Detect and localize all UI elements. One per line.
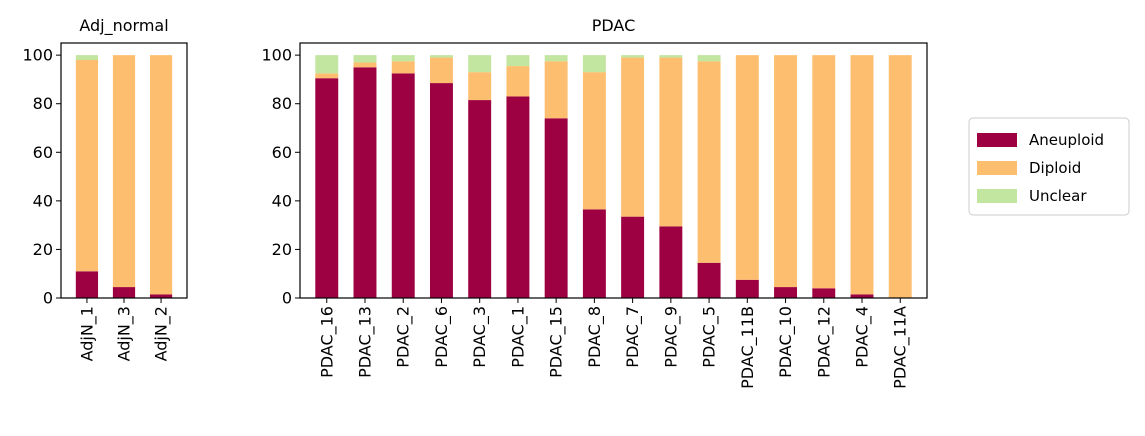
bar-pdac-5-aneuploid bbox=[697, 262, 721, 298]
y-tick-label-60: 60 bbox=[272, 143, 292, 162]
x-tick-label-pdac-9: PDAC_9 bbox=[661, 306, 681, 368]
bar-pdac-16-diploid bbox=[315, 73, 339, 79]
bar-pdac-7-unclear bbox=[621, 55, 645, 58]
bar-pdac-3-unclear bbox=[468, 55, 492, 73]
bar-pdac-11b-diploid bbox=[735, 55, 759, 280]
bar-pdac-1-aneuploid bbox=[506, 96, 530, 299]
adj-normal-panel: AdjN_1 AdjN_3 AdjN_2 0 20 40 60 80 100 Adj_normal bbox=[22, 16, 188, 361]
bar-adjn-2-aneuploid bbox=[149, 294, 173, 298]
x-tick-label-pdac-10: PDAC_10 bbox=[776, 306, 796, 378]
bar-pdac-3-aneuploid bbox=[468, 100, 492, 298]
axes-frame bbox=[60, 42, 188, 299]
x-tick-label-pdac-11a: PDAC_11A bbox=[891, 306, 911, 389]
bar-pdac-6-aneuploid bbox=[429, 83, 453, 298]
bar-pdac-12-diploid bbox=[812, 55, 836, 289]
x-tick-label-pdac-4: PDAC_4 bbox=[853, 306, 873, 368]
bar-pdac-15-unclear bbox=[544, 55, 568, 62]
x-tick-label-pdac-16: PDAC_16 bbox=[317, 306, 337, 378]
y-tick-label-60: 60 bbox=[33, 143, 53, 162]
bar-pdac-15-aneuploid bbox=[544, 118, 568, 298]
legend-label-unclear: Unclear bbox=[1029, 187, 1087, 205]
y-tick-label-40: 40 bbox=[33, 191, 53, 210]
x-tick-label-pdac-5: PDAC_5 bbox=[700, 306, 720, 368]
bar-pdac-2-unclear bbox=[391, 55, 415, 62]
y-tick-label-80: 80 bbox=[272, 94, 292, 113]
x-tick-label-adjn-3: AdjN_3 bbox=[115, 306, 135, 361]
bar-pdac-13-unclear bbox=[353, 55, 377, 63]
bar-pdac-16-unclear bbox=[315, 55, 339, 74]
chart-title: PDAC bbox=[592, 16, 636, 35]
legend-swatch-unclear bbox=[977, 189, 1017, 203]
legend-swatch-aneuploid bbox=[977, 133, 1017, 147]
bar-adjn-3-aneuploid bbox=[112, 287, 136, 298]
bar-pdac-11b-aneuploid bbox=[735, 279, 759, 298]
bar-pdac-1-diploid bbox=[506, 66, 530, 97]
x-tick-label-pdac-11b: PDAC_11B bbox=[738, 306, 758, 389]
chart-title: Adj_normal bbox=[79, 16, 168, 36]
bar-pdac-6-diploid bbox=[429, 57, 453, 84]
bar-pdac-13-aneuploid bbox=[353, 67, 377, 298]
bar-pdac-1-unclear bbox=[506, 55, 530, 67]
x-tick-label-pdac-1: PDAC_1 bbox=[508, 306, 528, 368]
bar-pdac-2-diploid bbox=[391, 61, 415, 74]
bar-pdac-10-aneuploid bbox=[774, 287, 798, 298]
bar-pdac-11a-diploid bbox=[888, 55, 912, 298]
bar-adjn-1-unclear bbox=[75, 55, 99, 60]
bar-pdac-2-aneuploid bbox=[391, 73, 415, 298]
bar-pdac-6-unclear bbox=[429, 55, 453, 58]
y-tick-label-100: 100 bbox=[261, 46, 292, 65]
legend: Aneuploid Diploid Unclear bbox=[968, 117, 1130, 216]
x-tick-label-pdac-13: PDAC_13 bbox=[355, 306, 375, 378]
x-tick-label-pdac-6: PDAC_6 bbox=[432, 306, 452, 368]
pdac-panel: PDAC_16 PDAC_13 PDAC_2 PDAC_6 PDAC_3 PDAC_1 PD… bbox=[261, 16, 928, 389]
bar-pdac-9-diploid bbox=[659, 57, 683, 227]
axes-frame bbox=[299, 42, 928, 299]
x-tick-label-adjn-1: AdjN_1 bbox=[77, 306, 97, 361]
x-tick-label-pdac-8: PDAC_8 bbox=[585, 306, 605, 368]
bar-pdac-13-diploid bbox=[353, 62, 377, 68]
legend-label-aneuploid: Aneuploid bbox=[1029, 131, 1104, 149]
bar-adjn-1-diploid bbox=[75, 60, 99, 272]
x-tick-label-pdac-15: PDAC_15 bbox=[547, 306, 567, 378]
bar-pdac-5-unclear bbox=[697, 55, 721, 62]
bar-pdac-15-diploid bbox=[544, 61, 568, 119]
bar-pdac-4-aneuploid bbox=[850, 294, 874, 298]
bar-pdac-16-aneuploid bbox=[315, 78, 339, 299]
y-tick-label-40: 40 bbox=[272, 191, 292, 210]
bar-pdac-9-aneuploid bbox=[659, 226, 683, 298]
x-tick-label-pdac-7: PDAC_7 bbox=[623, 306, 643, 368]
y-tick-label-80: 80 bbox=[33, 94, 53, 113]
y-tick-label-100: 100 bbox=[22, 46, 53, 65]
bar-pdac-8-diploid bbox=[582, 72, 606, 210]
bar-pdac-3-diploid bbox=[468, 72, 492, 101]
x-tick-label-pdac-12: PDAC_12 bbox=[814, 306, 834, 378]
x-tick-label-pdac-2: PDAC_2 bbox=[394, 306, 414, 368]
bar-pdac-12-aneuploid bbox=[812, 288, 836, 298]
y-tick-label-20: 20 bbox=[33, 240, 53, 259]
bar-pdac-5-diploid bbox=[697, 61, 721, 263]
y-tick-label-20: 20 bbox=[272, 240, 292, 259]
x-tick-label-adjn-2: AdjN_2 bbox=[152, 306, 172, 361]
bar-pdac-7-diploid bbox=[621, 57, 645, 217]
bar-adjn-3-diploid bbox=[112, 55, 136, 288]
legend-label-diploid: Diploid bbox=[1029, 159, 1081, 177]
y-tick-label-0: 0 bbox=[282, 289, 292, 308]
bar-adjn-1-aneuploid bbox=[75, 271, 99, 298]
legend-swatch-diploid bbox=[977, 161, 1017, 175]
bar-pdac-4-diploid bbox=[850, 55, 874, 295]
bar-pdac-9-unclear bbox=[659, 55, 683, 58]
bar-pdac-10-diploid bbox=[774, 55, 798, 288]
bar-pdac-8-aneuploid bbox=[582, 209, 606, 298]
bar-pdac-8-unclear bbox=[582, 55, 606, 73]
x-tick-label-pdac-3: PDAC_3 bbox=[470, 306, 490, 368]
bar-pdac-7-aneuploid bbox=[621, 216, 645, 298]
y-tick-label-0: 0 bbox=[43, 289, 53, 308]
bar-adjn-2-diploid bbox=[149, 55, 173, 295]
